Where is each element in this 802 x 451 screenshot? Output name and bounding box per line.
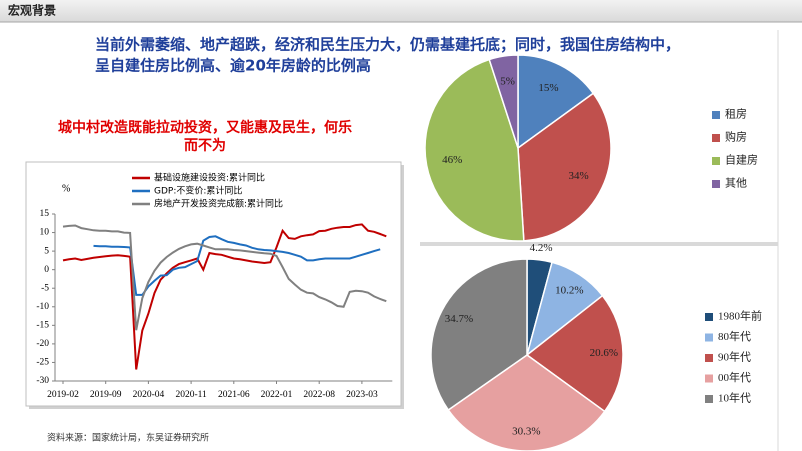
headline: 当前外需萎缩、地产超跌，经济和民生压力大，仍需基建托底；同时，我国住房结构中， [95,36,680,54]
pie-slice [525,294,624,413]
y-tick-label: 0 [44,265,49,275]
subheadline: 城中村改造既能拉动投资，又能惠及民生，何乐 [58,119,352,136]
chart-frame [25,161,402,407]
line-series [62,224,387,331]
legend-label: 10年代 [718,391,751,405]
x-tick-label: 2020-04 [133,390,165,400]
x-tick-label: 2019-09 [90,390,122,400]
y-tick-label: -20 [36,339,49,349]
x-tick-label: 2020-11 [175,390,207,400]
y-tick-label: 10 [40,228,50,238]
legend-label: 00年代 [718,370,751,384]
legend-label: 自建房 [725,153,758,167]
legend-label: 1980年前 [718,309,762,323]
pie-slice [424,58,525,242]
legend-swatch [712,180,720,188]
legend-label: 房地产开发投资完成额:累计同比 [154,198,283,210]
value-label: 34% [569,170,589,182]
y-tick-label: -15 [36,321,49,331]
pie-slice [517,54,595,150]
y-tick-label: -30 [36,376,49,386]
legend-label: 80年代 [718,329,751,343]
value-label: 15% [538,82,558,94]
value-label: 10.2% [555,284,583,296]
value-label: 5% [500,75,515,87]
y-axis-label: % [62,183,70,194]
x-tick-label: 2022-01 [261,390,293,400]
value-label: 34.7% [445,313,473,325]
x-tick-label: 2022-08 [303,390,335,400]
y-tick-label: 5 [44,246,49,256]
legend-label: 其他 [725,177,747,190]
x-tick-label: 2023-03 [346,390,378,400]
header-title: 宏观背景 [8,3,56,18]
y-tick-label: -10 [36,302,49,312]
subheadline: 而不为 [184,137,226,154]
header-bar [0,0,802,22]
value-label: 4.2% [530,242,553,254]
pie-slice [517,92,612,242]
legend-label: 租房 [725,108,747,121]
legend-swatch [712,134,720,142]
pie-slice [430,258,528,411]
y-tick-label: 15 [40,209,50,219]
headline: 呈自建住房比例高、逾20年房龄的比例高 [95,57,371,75]
y-tick-label: -5 [41,283,49,293]
line-series [62,223,387,370]
legend-label: GDP:不变价:累计同比 [154,185,242,197]
legend-label: 购房 [725,130,747,144]
legend-swatch [712,157,720,165]
x-tick-label: 2021-06 [218,390,250,400]
legend-swatch [712,111,720,119]
legend-swatch [705,313,713,321]
value-label: 30.3% [512,425,540,437]
legend-swatch [705,395,713,403]
legend-swatch [705,374,713,383]
legend-swatch [705,354,713,362]
legend-label: 90年代 [718,350,751,364]
line-series [93,235,381,296]
pie-slice [488,54,519,149]
source-note: 资料来源：国家统计局，东吴证券研究所 [47,432,209,444]
legend-label: 基础设施建设投资:累计同比 [154,172,265,184]
legend-swatch [705,333,713,342]
x-tick-label: 2019-02 [47,390,79,400]
y-tick-label: -25 [36,358,49,368]
value-label: 46% [442,154,462,166]
value-label: 20.6% [590,347,618,359]
